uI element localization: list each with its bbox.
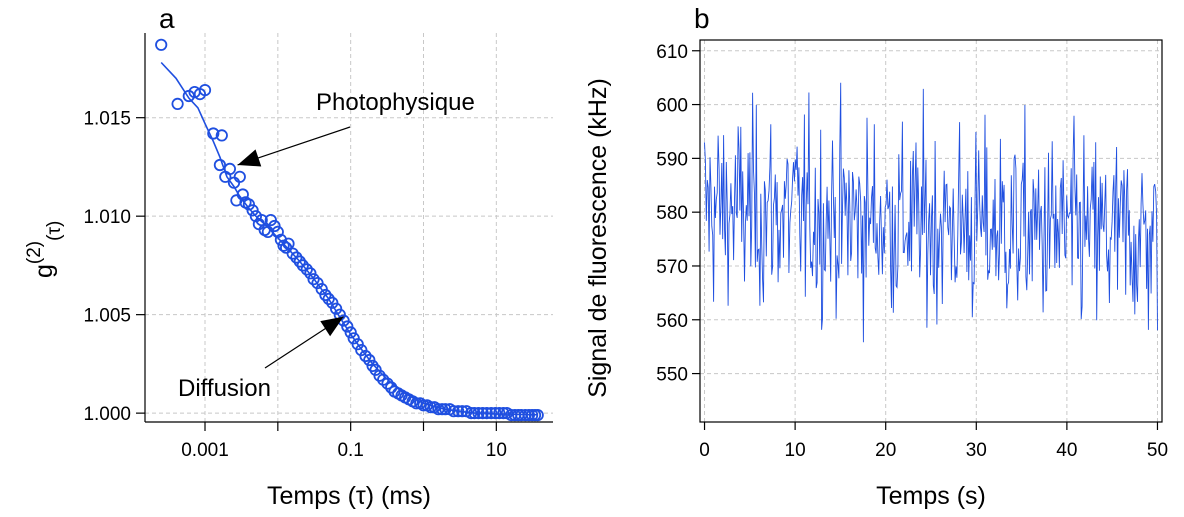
panel-a-annotations: Photophysique Diffusion [178, 89, 475, 402]
panel-b-x-tick-label: 10 [785, 440, 806, 461]
panel-a-data-point [435, 403, 449, 416]
panel-b-plot-frame [699, 39, 1163, 423]
panel-a-data-point [215, 129, 228, 142]
panel-a-y-label-base: g [30, 264, 58, 278]
panel-a-data-point [381, 377, 394, 390]
panel-a-data-point [155, 38, 168, 51]
panel-a-data-point [452, 405, 465, 418]
panel-a-data-point [329, 302, 343, 315]
panel-a-data-point [432, 403, 445, 416]
panel-a-y-label-sup: (2) [24, 241, 45, 264]
panel-a-data-point [322, 292, 335, 305]
panel-b-x-axis-label: Temps (s) [876, 482, 986, 510]
panel-a-data-point [359, 349, 372, 363]
panel-b-y-tick-label: 580 [656, 203, 688, 224]
panel-a-data-point [522, 408, 536, 422]
panel-a-data-point [489, 406, 502, 420]
panel-b-signal-trace [704, 82, 1158, 343]
panel-b-y-tick-label: 570 [656, 257, 688, 278]
panel-a-correlation-chart: a 0.001 0.1 10 1.000 1.005 1.010 1.015 Photoph… [24, 3, 553, 510]
panel-a-data-point [464, 406, 478, 420]
panel-a-data-point [207, 127, 220, 140]
panel-a-data-point [363, 353, 376, 367]
panel-a-data-point [246, 204, 259, 217]
panel-a-data-point [286, 247, 299, 260]
panel-a-annotation-photophysique: Photophysique [316, 89, 475, 116]
panel-b-y-tick-label: 590 [656, 149, 688, 170]
panel-a-x-tick-label: 0.001 [181, 440, 229, 461]
panel-a-data-point [485, 406, 498, 420]
panel-a-data-point [373, 369, 386, 382]
panel-a-x-tick-label: 0.1 [337, 440, 363, 461]
photophysique-arrow-head [237, 149, 262, 167]
panel-b-x-tick-label: 30 [966, 440, 987, 461]
panel-a-data-point [480, 406, 493, 420]
panel-b-x-tick-label: 40 [1056, 440, 1077, 461]
panel-a-data-point [307, 273, 320, 286]
panel-a-x-tick-label: 10 [486, 440, 507, 461]
panel-a-y-tick-label: 1.010 [83, 207, 131, 228]
panel-a-data-point [447, 405, 460, 418]
panel-b-x-tick-label: 50 [1147, 440, 1168, 461]
panel-a-data-point [351, 338, 364, 351]
panel-a-data-point [531, 408, 544, 422]
panel-a-data-point [341, 320, 354, 333]
panel-b-y-tick-label: 560 [656, 311, 688, 332]
panel-a-data-point [171, 97, 184, 111]
panel-b-y-tick-label: 610 [656, 42, 688, 63]
panel-b-x-tick-label: 20 [875, 440, 896, 461]
panel-a-data-point [497, 406, 510, 420]
panel-a-data-point [472, 406, 485, 420]
panel-b-label: b [694, 3, 710, 34]
panel-b-fluorescence-chart: b 0 10 20 30 40 50 550 560 570 580 590 600 610 Temps… [584, 3, 1168, 510]
panel-a-y-tick-label: 1.005 [83, 306, 131, 327]
panel-b-axes: 0 10 20 30 40 50 550 560 570 580 590 600 610 [656, 39, 1168, 461]
panel-a-label: a [159, 3, 175, 34]
panel-b-trace-path [704, 82, 1158, 343]
panel-a-annotation-diffusion: Diffusion [178, 375, 271, 402]
panel-a-data-point [468, 406, 481, 420]
panel-a-data-point [223, 162, 236, 175]
panel-a-y-tick-label: 1.015 [83, 109, 131, 130]
panel-a-data-point [296, 259, 309, 272]
panel-a-data-point [304, 267, 317, 280]
panel-a-data-markers [155, 38, 544, 422]
panel-a-data-point [271, 225, 284, 238]
panel-a-data-point [282, 237, 295, 250]
panel-a-y-axis-label: g(2)(τ) [24, 221, 65, 278]
panel-a-y-tick-label: 1.000 [83, 404, 131, 425]
panel-a-data-point [198, 84, 212, 97]
panel-a-axes: 0.001 0.1 10 1.000 1.005 1.010 1.015 [83, 33, 553, 461]
panel-a-data-point [439, 403, 452, 416]
panel-a-data-point [268, 219, 281, 233]
panel-a-data-point [456, 405, 469, 418]
panel-a-data-point [344, 326, 357, 339]
panel-a-data-point [300, 263, 313, 276]
panel-a-gridlines [145, 33, 553, 422]
panel-b-y-axis-label: Signal de fluorescence (kHz) [584, 78, 612, 398]
panel-a-data-point [424, 401, 437, 414]
diffusion-arrow-head [320, 316, 344, 337]
panel-b-x-tick-label: 0 [699, 440, 710, 461]
panel-a-data-point [476, 406, 489, 420]
panel-a-data-point [236, 188, 249, 201]
panel-a-x-axis-label: Temps (τ) (ms) [267, 482, 431, 510]
panel-a-data-point [213, 158, 226, 172]
panel-a-data-point [233, 170, 246, 183]
panel-a-data-point [493, 406, 506, 420]
panel-b-y-tick-label: 600 [656, 96, 688, 117]
panel-b-y-tick-label: 550 [656, 365, 688, 386]
panel-a-y-label-sub: (τ) [44, 221, 65, 241]
